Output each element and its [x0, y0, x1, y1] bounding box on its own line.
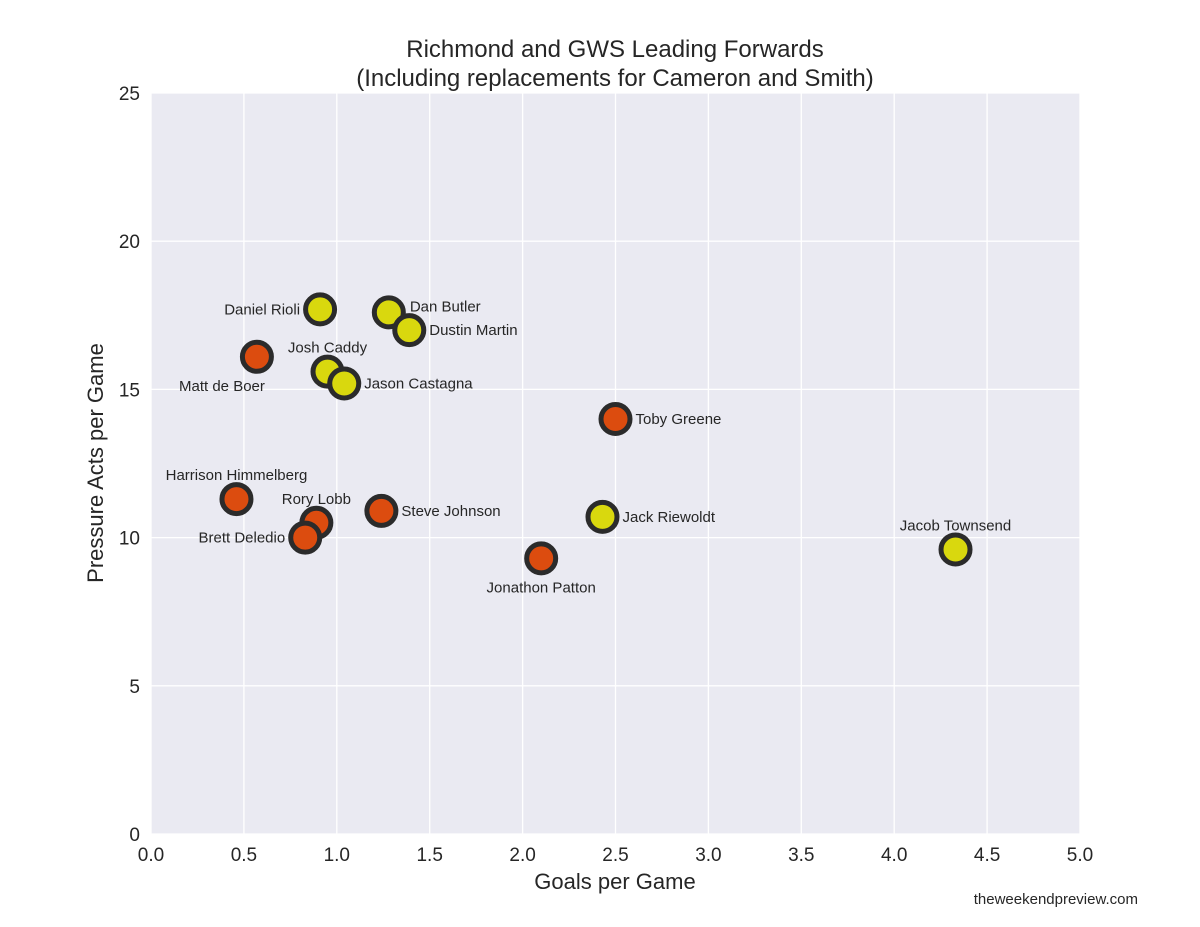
x-tick-label: 2.0 [509, 845, 535, 866]
point-label: Rory Lobb [282, 491, 351, 508]
data-point [524, 541, 559, 576]
data-point [288, 520, 323, 555]
x-tick-label: 2.5 [602, 845, 628, 866]
point-label: Jack Riewoldt [622, 509, 715, 526]
x-tick-label: 3.5 [788, 845, 814, 866]
x-tick-label: 1.5 [416, 845, 442, 866]
point-labels: Daniel Rioli Dan Butler Dustin Martin Josh … [166, 298, 1012, 596]
y-tick-label: 15 [119, 380, 140, 401]
point-label: Harrison Himmelberg [166, 467, 308, 484]
credit-text: theweekendpreview.com [974, 891, 1138, 908]
x-tick-label: 4.0 [881, 845, 907, 866]
point-label: Dustin Martin [429, 322, 517, 339]
point-label: Jonathon Patton [487, 579, 596, 596]
y-tick-label: 20 [119, 232, 140, 253]
point-label: Brett Deledio [198, 530, 285, 547]
point-label: Josh Caddy [288, 340, 368, 357]
y-axis-ticks: 0 5 10 15 20 25 [119, 84, 140, 846]
point-label: Dan Butler [410, 298, 481, 315]
point-label: Jason Castagna [364, 375, 473, 392]
y-axis-label: Pressure Acts per Game [83, 343, 108, 583]
point-label: Toby Greene [636, 411, 722, 428]
data-point [239, 339, 274, 374]
x-tick-label: 3.0 [695, 845, 721, 866]
y-tick-label: 10 [119, 529, 140, 550]
y-tick-label: 25 [119, 84, 140, 105]
point-label: Steve Johnson [401, 503, 500, 520]
x-tick-label: 0.5 [231, 845, 257, 866]
data-point [585, 499, 620, 534]
x-tick-label: 5.0 [1067, 845, 1093, 866]
chart-title-line-1: Richmond and GWS Leading Forwards [406, 36, 824, 63]
x-tick-label: 4.5 [974, 845, 1000, 866]
y-tick-label: 5 [129, 677, 140, 698]
x-tick-label: 0.0 [138, 845, 164, 866]
data-point [364, 493, 399, 528]
data-point [219, 482, 254, 517]
point-label: Matt de Boer [179, 378, 265, 395]
point-label: Daniel Rioli [224, 301, 300, 318]
x-axis-label: Goals per Game [534, 869, 695, 894]
data-point [938, 532, 973, 567]
data-point [392, 313, 427, 348]
grid-lines [150, 92, 1081, 835]
data-point [327, 366, 362, 401]
data-point [303, 292, 338, 327]
x-tick-label: 1.0 [324, 845, 350, 866]
y-tick-label: 0 [129, 825, 140, 846]
chart-title-line-2: (Including replacements for Cameron and … [356, 65, 874, 92]
data-point [598, 402, 633, 437]
point-label: Jacob Townsend [900, 517, 1011, 534]
x-axis-ticks: 0.0 0.5 1.0 1.5 2.0 2.5 3.0 3.5 4.0 4.5 5.0 [138, 845, 1093, 866]
data-points [219, 292, 973, 576]
